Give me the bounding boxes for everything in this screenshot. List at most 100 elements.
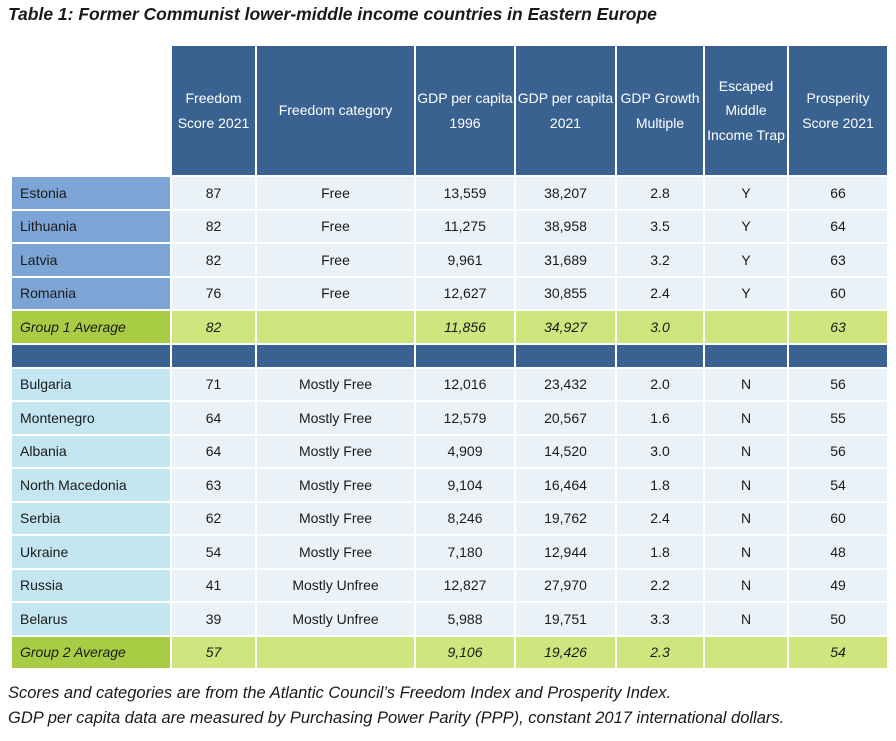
cell-gdp-2021: 12,944	[516, 536, 615, 568]
cell-prosperity-score: 63	[789, 311, 887, 343]
cell-prosperity-score: 50	[789, 603, 887, 635]
cell-prosperity-score: 66	[789, 177, 887, 209]
cell-freedom-score: 39	[172, 603, 255, 635]
separator-cell	[705, 344, 787, 367]
cell-gdp-2021: 19,751	[516, 603, 615, 635]
cell-gdp-1996: 5,988	[416, 603, 514, 635]
separator-cell	[617, 344, 703, 367]
header-corner	[12, 46, 170, 175]
cell-gdp-1996: 11,275	[416, 210, 514, 242]
header-gdp-growth: GDP Growth Multiple	[617, 46, 703, 175]
cell-country: Romania	[12, 277, 170, 309]
table-row: North Macedonia 63 Mostly Free 9,104 16,464 1…	[12, 469, 887, 501]
cell-freedom-score: 64	[172, 402, 255, 434]
cell-prosperity-score: 56	[789, 368, 887, 400]
cell-gdp-1996: 9,104	[416, 469, 514, 501]
cell-prosperity-score: 60	[789, 277, 887, 309]
cell-escaped-trap: N	[705, 502, 787, 534]
table-row: Albania 64 Mostly Free 4,909 14,520 3.0 N 56	[12, 435, 887, 467]
cell-gdp-1996: 7,180	[416, 536, 514, 568]
cell-country: Belarus	[12, 603, 170, 635]
cell-freedom-score: 41	[172, 569, 255, 601]
cell-gdp-2021: 19,426	[516, 636, 615, 668]
cell-gdp-2021: 27,970	[516, 569, 615, 601]
cell-gdp-growth: 2.0	[617, 368, 703, 400]
cell-freedom-category	[257, 311, 414, 343]
cell-gdp-growth: 3.2	[617, 244, 703, 276]
separator-cell	[257, 344, 414, 367]
cell-escaped-trap: Y	[705, 277, 787, 309]
separator-row	[12, 344, 887, 367]
cell-gdp-2021: 23,432	[516, 368, 615, 400]
cell-freedom-score: 82	[172, 311, 255, 343]
cell-escaped-trap: N	[705, 603, 787, 635]
cell-prosperity-score: 64	[789, 210, 887, 242]
cell-gdp-growth: 1.6	[617, 402, 703, 434]
cell-gdp-1996: 9,961	[416, 244, 514, 276]
cell-escaped-trap: N	[705, 536, 787, 568]
cell-gdp-2021: 31,689	[516, 244, 615, 276]
cell-freedom-score: 63	[172, 469, 255, 501]
cell-gdp-growth: 2.3	[617, 636, 703, 668]
cell-escaped-trap: N	[705, 569, 787, 601]
cell-freedom-category: Mostly Free	[257, 435, 414, 467]
cell-country: Estonia	[12, 177, 170, 209]
cell-gdp-2021: 14,520	[516, 435, 615, 467]
cell-prosperity-score: 54	[789, 469, 887, 501]
separator-cell	[172, 344, 255, 367]
cell-freedom-category: Free	[257, 244, 414, 276]
cell-country: Russia	[12, 569, 170, 601]
cell-gdp-growth: 3.3	[617, 603, 703, 635]
cell-gdp-1996: 8,246	[416, 502, 514, 534]
cell-gdp-growth: 2.4	[617, 502, 703, 534]
cell-gdp-2021: 16,464	[516, 469, 615, 501]
average-row: Group 1 Average 82 11,856 34,927 3.0 63	[12, 311, 887, 343]
table-row: Serbia 62 Mostly Free 8,246 19,762 2.4 N 60	[12, 502, 887, 534]
cell-gdp-2021: 38,207	[516, 177, 615, 209]
cell-freedom-category: Mostly Free	[257, 368, 414, 400]
cell-prosperity-score: 49	[789, 569, 887, 601]
cell-freedom-category: Mostly Free	[257, 502, 414, 534]
footnotes: Scores and categories are from the Atlan…	[8, 681, 784, 731]
cell-freedom-category: Free	[257, 210, 414, 242]
cell-gdp-growth: 2.2	[617, 569, 703, 601]
separator-cell	[789, 344, 887, 367]
cell-escaped-trap: N	[705, 435, 787, 467]
separator-cell	[12, 344, 170, 367]
cell-escaped-trap: N	[705, 368, 787, 400]
table-row: Bulgaria 71 Mostly Free 12,016 23,432 2.0 N 56	[12, 368, 887, 400]
cell-escaped-trap: N	[705, 469, 787, 501]
cell-gdp-1996: 12,016	[416, 368, 514, 400]
cell-gdp-2021: 20,567	[516, 402, 615, 434]
table-row: Lithuania 82 Free 11,275 38,958 3.5 Y 64	[12, 210, 887, 242]
data-table: Freedom Score 2021 Freedom category GDP …	[10, 44, 889, 670]
cell-country: Latvia	[12, 244, 170, 276]
cell-gdp-2021: 30,855	[516, 277, 615, 309]
cell-freedom-category: Mostly Unfree	[257, 603, 414, 635]
cell-prosperity-score: 63	[789, 244, 887, 276]
cell-country: Serbia	[12, 502, 170, 534]
cell-gdp-1996: 13,559	[416, 177, 514, 209]
cell-country: Group 1 Average	[12, 311, 170, 343]
table-row: Ukraine 54 Mostly Free 7,180 12,944 1.8 N 48	[12, 536, 887, 568]
table-row: Russia 41 Mostly Unfree 12,827 27,970 2.2 N 49	[12, 569, 887, 601]
cell-country: Group 2 Average	[12, 636, 170, 668]
cell-prosperity-score: 55	[789, 402, 887, 434]
table-row: Romania 76 Free 12,627 30,855 2.4 Y 60	[12, 277, 887, 309]
cell-freedom-score: 57	[172, 636, 255, 668]
cell-country: Albania	[12, 435, 170, 467]
cell-country: Bulgaria	[12, 368, 170, 400]
cell-gdp-1996: 12,827	[416, 569, 514, 601]
cell-gdp-growth: 1.8	[617, 469, 703, 501]
cell-escaped-trap: N	[705, 402, 787, 434]
group-1-rows: Estonia 87 Free 13,559 38,207 2.8 Y 66 Lithuania…	[12, 177, 887, 343]
cell-escaped-trap: Y	[705, 177, 787, 209]
cell-gdp-1996: 12,627	[416, 277, 514, 309]
cell-prosperity-score: 48	[789, 536, 887, 568]
header-freedom-score: Freedom Score 2021	[172, 46, 255, 175]
cell-country: Montenegro	[12, 402, 170, 434]
group-2-rows: Bulgaria 71 Mostly Free 12,016 23,432 2.0 N 56 M…	[12, 368, 887, 668]
cell-gdp-1996: 11,856	[416, 311, 514, 343]
cell-country: Lithuania	[12, 210, 170, 242]
cell-gdp-2021: 38,958	[516, 210, 615, 242]
